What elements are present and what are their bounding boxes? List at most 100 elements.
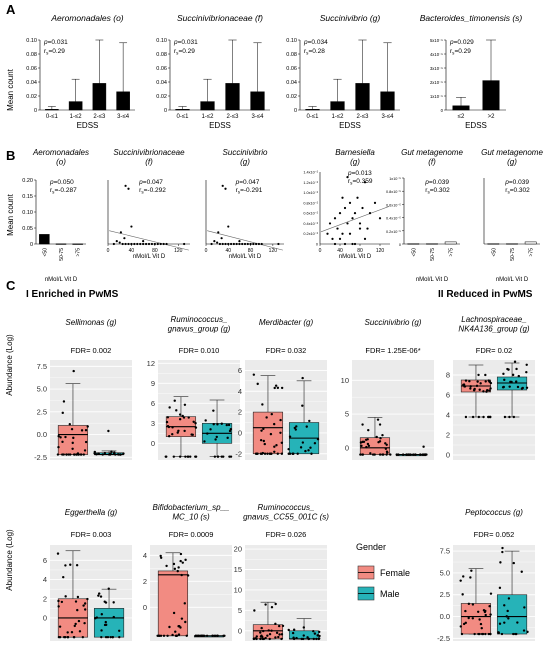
data-point (509, 380, 512, 383)
data-point (512, 632, 515, 636)
box-plot-14: 0 2 4 6 8 Lachnospiraceae_ NK4A136_group (g) FD… (446, 315, 535, 460)
data-point (295, 636, 298, 640)
x-tick-label: 2-≤3 (357, 114, 370, 120)
y-tick-label: 5.0 (37, 385, 47, 394)
data-point (476, 610, 480, 613)
stat-r: rs=-0.291 (236, 187, 263, 195)
y-tick-label: 7.5 (440, 547, 450, 556)
bar (426, 243, 438, 245)
data-point (485, 390, 488, 393)
data-point (475, 384, 479, 388)
chart-title: Aeromonadales (o) (32, 148, 89, 167)
bar (506, 243, 518, 245)
data-point (232, 242, 235, 246)
data-point (512, 561, 515, 565)
data-point (484, 609, 487, 613)
panel-label-a: A (6, 2, 16, 17)
trend-line (207, 230, 283, 251)
data-point (366, 442, 370, 446)
data-point (168, 406, 171, 409)
bar (407, 243, 420, 245)
data-point (243, 242, 247, 246)
bar (250, 91, 265, 111)
data-point (177, 566, 180, 569)
data-point (158, 634, 161, 638)
y-tick-label: 1.0x10⁻² (303, 191, 318, 195)
data-point (176, 431, 179, 434)
x-axis-title: EDSS (209, 121, 231, 130)
legend-title: Gender (356, 542, 386, 552)
data-point (216, 455, 220, 458)
data-point (78, 630, 82, 633)
data-point (313, 632, 317, 635)
data-point (209, 428, 212, 431)
y-tick-label: 1x10⁻⁵ (389, 177, 401, 181)
data-point (312, 637, 315, 641)
y-tick-label: 0.0 (440, 612, 450, 621)
data-point (259, 631, 262, 634)
data-point (489, 613, 492, 616)
chart-title: Lachnospiraceae_ NK4A136_group (g) (458, 315, 529, 334)
data-point (266, 634, 269, 637)
data-point (224, 187, 227, 190)
data-point (238, 239, 241, 243)
y-tick-label: 15 (234, 565, 242, 574)
data-point (252, 373, 256, 376)
x-tick-label: 0 (205, 248, 208, 254)
x-tick-label: 50-75 (430, 248, 436, 261)
x-tick-label: 1-≤2 (332, 114, 345, 120)
data-point (183, 403, 187, 406)
data-point (74, 622, 77, 626)
y-tick-label: 10 (341, 376, 349, 385)
data-point (113, 451, 116, 454)
data-point (279, 418, 282, 422)
data-point (69, 453, 72, 456)
data-point (277, 624, 281, 628)
data-point (165, 242, 168, 246)
y-tick-label: 9 (151, 379, 155, 388)
data-point (280, 386, 284, 390)
data-point (296, 452, 299, 455)
data-point (255, 242, 258, 246)
legend-label-female: Female (380, 568, 410, 578)
data-point (57, 434, 60, 438)
chart-title: Ruminococcus_ gnavus_CC55_001C (s) (243, 503, 329, 522)
x-axis-title: EDSS (465, 121, 487, 130)
chart-title: Bifidobacterium_sp__ MC_10 (s) (153, 503, 230, 522)
data-point (262, 629, 265, 633)
stat-p: p=0.034 (303, 39, 328, 46)
y-tick-label: 8 (446, 371, 450, 380)
data-point (526, 630, 529, 634)
data-point (274, 636, 277, 639)
data-point (176, 569, 179, 573)
data-point (305, 425, 308, 428)
data-point (422, 453, 425, 456)
y-tick-label: 4 (446, 411, 450, 420)
data-point (278, 633, 281, 636)
bar-chart-9: <50 50-75 >75 nMol/L Vit D Gut metagenome (g)… (481, 148, 543, 283)
data-point (77, 453, 80, 456)
data-point (142, 239, 145, 243)
data-point (299, 446, 303, 449)
data-point (471, 603, 475, 606)
data-point (76, 595, 80, 599)
data-point (499, 561, 502, 564)
data-point (464, 621, 467, 625)
data-point (459, 579, 462, 582)
data-point (104, 620, 107, 624)
data-point (213, 455, 217, 458)
chart-title: Gut metagenome (f) (401, 148, 463, 167)
data-point (205, 634, 209, 638)
data-point (71, 441, 74, 445)
box-plot-12: -2 0 2 4 6 Merdibacter (g) FDR= 0.032 (235, 318, 327, 460)
data-point (378, 440, 382, 443)
data-point (97, 594, 100, 597)
data-point (185, 634, 188, 638)
data-point (365, 445, 368, 449)
y-tick-label: 0.10 (286, 38, 297, 44)
x-axis-title: nMol/L Vit D (229, 254, 262, 260)
y-tick-label: 0.4x10⁻⁵ (386, 217, 401, 221)
data-point (275, 444, 278, 447)
data-point (254, 637, 257, 640)
